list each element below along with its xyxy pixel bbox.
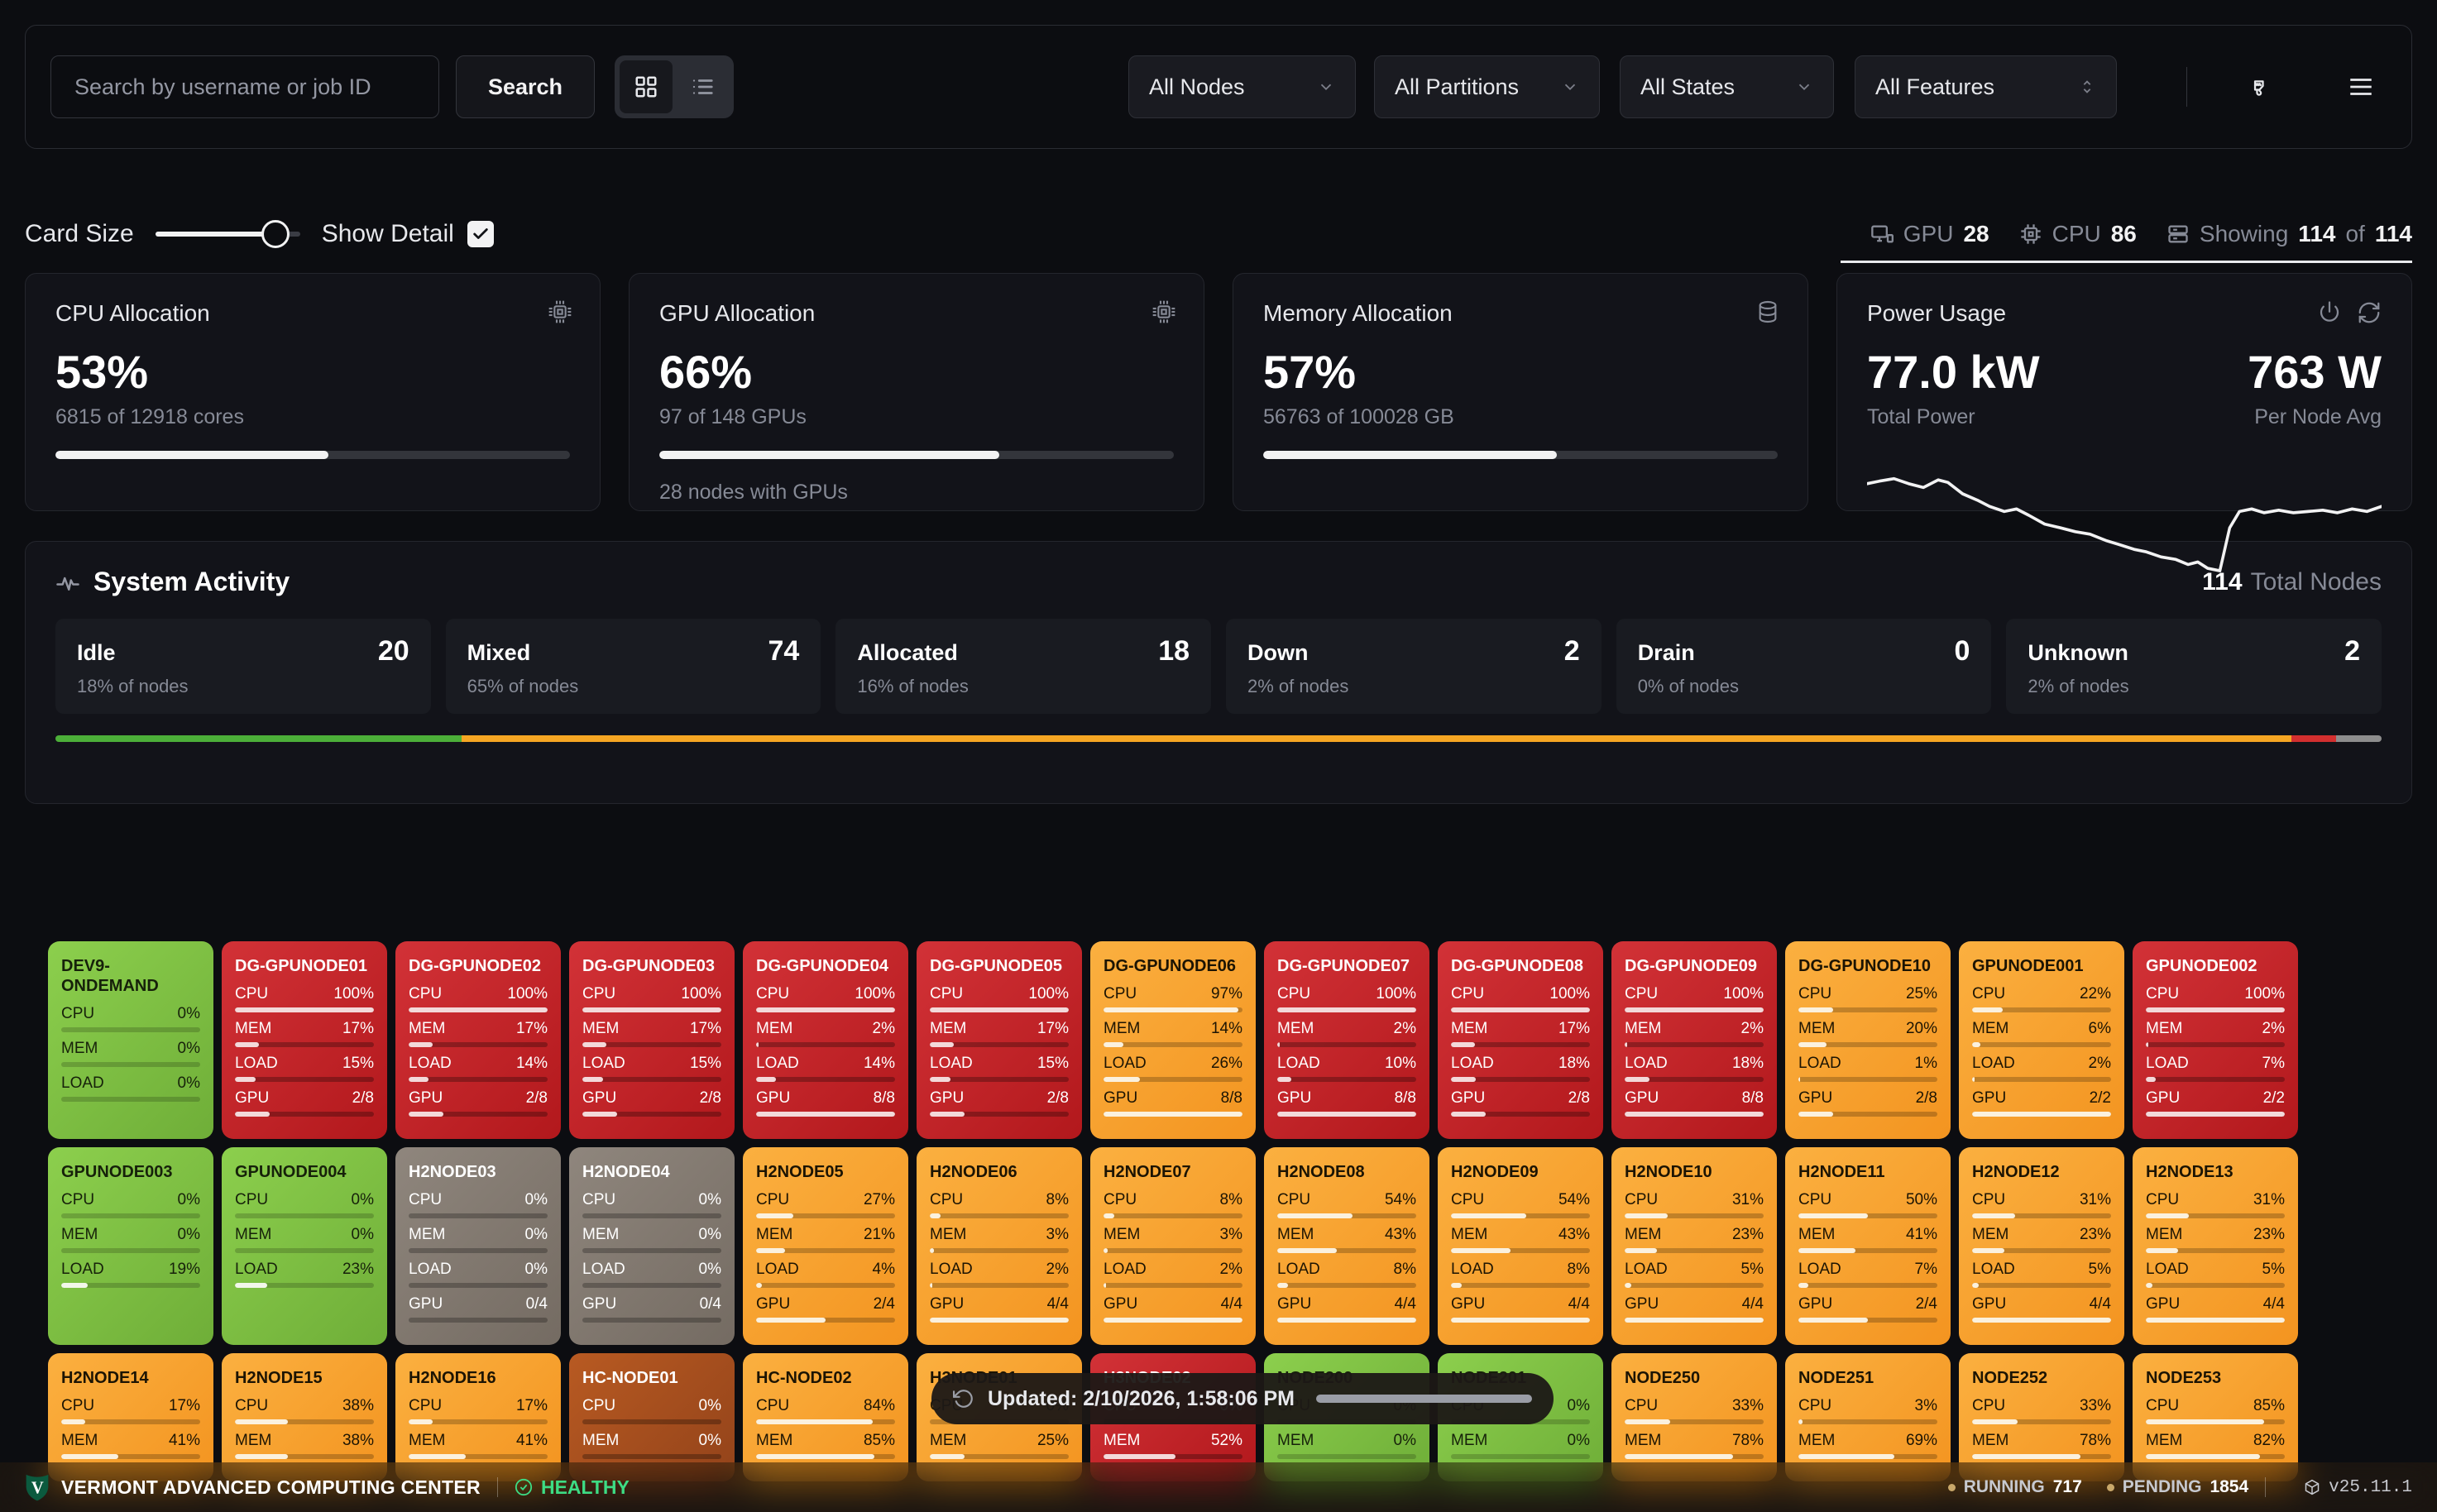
svg-text:V: V: [31, 1479, 44, 1497]
